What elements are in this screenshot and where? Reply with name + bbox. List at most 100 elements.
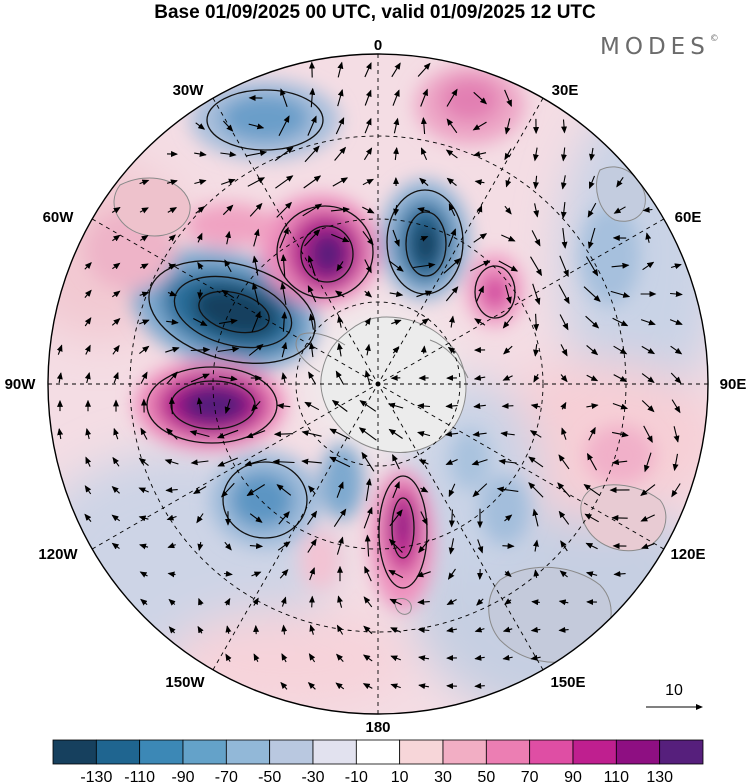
south-pole-marker	[375, 381, 381, 387]
wind-vector	[502, 654, 513, 661]
wind-vector	[561, 427, 567, 440]
wind-vector	[391, 319, 402, 326]
wind-vector	[245, 150, 268, 157]
wind-vector	[417, 62, 431, 77]
wind-vector	[364, 259, 372, 274]
wind-vector	[84, 261, 92, 270]
wind-vector	[641, 373, 655, 383]
wind-vector	[330, 206, 350, 213]
wind-vector	[139, 291, 150, 298]
landmass-coast	[596, 166, 646, 222]
brand-copyright-mark: ©	[709, 34, 719, 44]
wind-vector	[140, 427, 148, 440]
wind-vector	[420, 235, 429, 242]
wind-vector	[611, 431, 629, 438]
wind-vector	[504, 570, 512, 578]
wind-vector	[445, 286, 459, 302]
wind-vector	[248, 343, 264, 356]
wind-vector	[505, 284, 512, 304]
longitude-labels: 0 30E 60E 90E 120E 150E 180 150W 120W 90…	[5, 37, 747, 736]
wind-vector	[446, 88, 458, 107]
wind-vector	[419, 177, 429, 187]
wind-vector	[251, 571, 262, 578]
wind-vector	[418, 655, 430, 662]
wind-vector	[197, 261, 204, 270]
wind-vector	[197, 289, 204, 300]
wind-vector	[417, 627, 430, 634]
colorbar-swatch	[485, 739, 531, 765]
island-coast	[394, 598, 412, 615]
wind-vector	[363, 506, 373, 529]
wind-vector	[309, 87, 316, 108]
height-contour	[222, 461, 308, 539]
wind-vector	[505, 177, 512, 188]
wind-vector	[195, 122, 206, 130]
wind-vector	[84, 317, 92, 327]
colorbar-tick-label: 10	[391, 769, 409, 783]
wind-vector	[139, 263, 149, 270]
wind-vector	[672, 453, 679, 472]
height-contour	[405, 211, 447, 277]
height-contour	[206, 89, 324, 151]
wind-vector	[416, 290, 433, 298]
wind-vector	[190, 346, 211, 353]
wind-vector	[533, 313, 540, 332]
wind-vector	[364, 317, 371, 326]
wind-vector	[225, 230, 232, 245]
wind-vector	[224, 541, 232, 551]
wind-vector	[248, 123, 265, 130]
wind-vector	[307, 538, 317, 553]
wind-vector	[669, 319, 683, 325]
anomaly-cell	[412, 220, 440, 268]
wind-vector	[504, 598, 512, 605]
anomaly-cell	[450, 430, 490, 490]
wind-vector	[388, 260, 404, 272]
colorbar-tick-label: -10	[345, 769, 368, 783]
wind-vector	[251, 282, 260, 305]
wind-vector	[504, 514, 513, 522]
wind-vector	[448, 315, 455, 328]
colorbar-tick-label: -50	[258, 769, 281, 783]
wind-vector	[274, 146, 294, 162]
wind-vector	[139, 571, 148, 578]
wind-vector	[388, 569, 404, 579]
wind-vector	[610, 290, 631, 298]
colorbar-swatch	[442, 739, 487, 765]
wind-vector	[308, 313, 315, 330]
wind-vector	[643, 452, 652, 473]
wind-vector	[198, 597, 204, 606]
wind-vector	[476, 285, 484, 302]
wind-vector	[558, 510, 570, 525]
colorbar-tick-label: 70	[521, 769, 539, 783]
colorbar-swatch	[95, 739, 141, 765]
wind-vector	[190, 373, 210, 383]
wind-vector	[417, 403, 431, 409]
lon-label-30w: 30W	[173, 82, 205, 99]
wind-vector	[670, 291, 683, 297]
lon-label-60w: 60W	[43, 209, 75, 226]
wind-vector	[166, 319, 179, 325]
wind-vector	[641, 345, 656, 355]
wind-vector	[420, 511, 428, 526]
wind-vector	[670, 345, 683, 355]
wind-vector	[197, 625, 204, 634]
wind-vector	[387, 402, 404, 409]
wind-vector	[586, 403, 599, 410]
wind-vector	[84, 513, 92, 522]
wind-vector	[473, 403, 486, 409]
wind-vector	[560, 374, 568, 383]
wind-vector	[112, 456, 120, 467]
wind-vector	[361, 451, 375, 472]
wind-vector	[389, 509, 403, 527]
wind-vector	[532, 508, 539, 527]
wind-vector	[334, 146, 347, 161]
height-contour	[148, 260, 316, 364]
map-boundary	[47, 53, 709, 715]
wind-vector	[329, 428, 351, 440]
wind-vector	[391, 62, 401, 78]
wind-vector	[533, 569, 540, 578]
wind-vector	[85, 456, 92, 467]
wind-vector	[84, 485, 92, 495]
wind-vector	[417, 598, 430, 605]
wind-vector	[416, 571, 431, 578]
